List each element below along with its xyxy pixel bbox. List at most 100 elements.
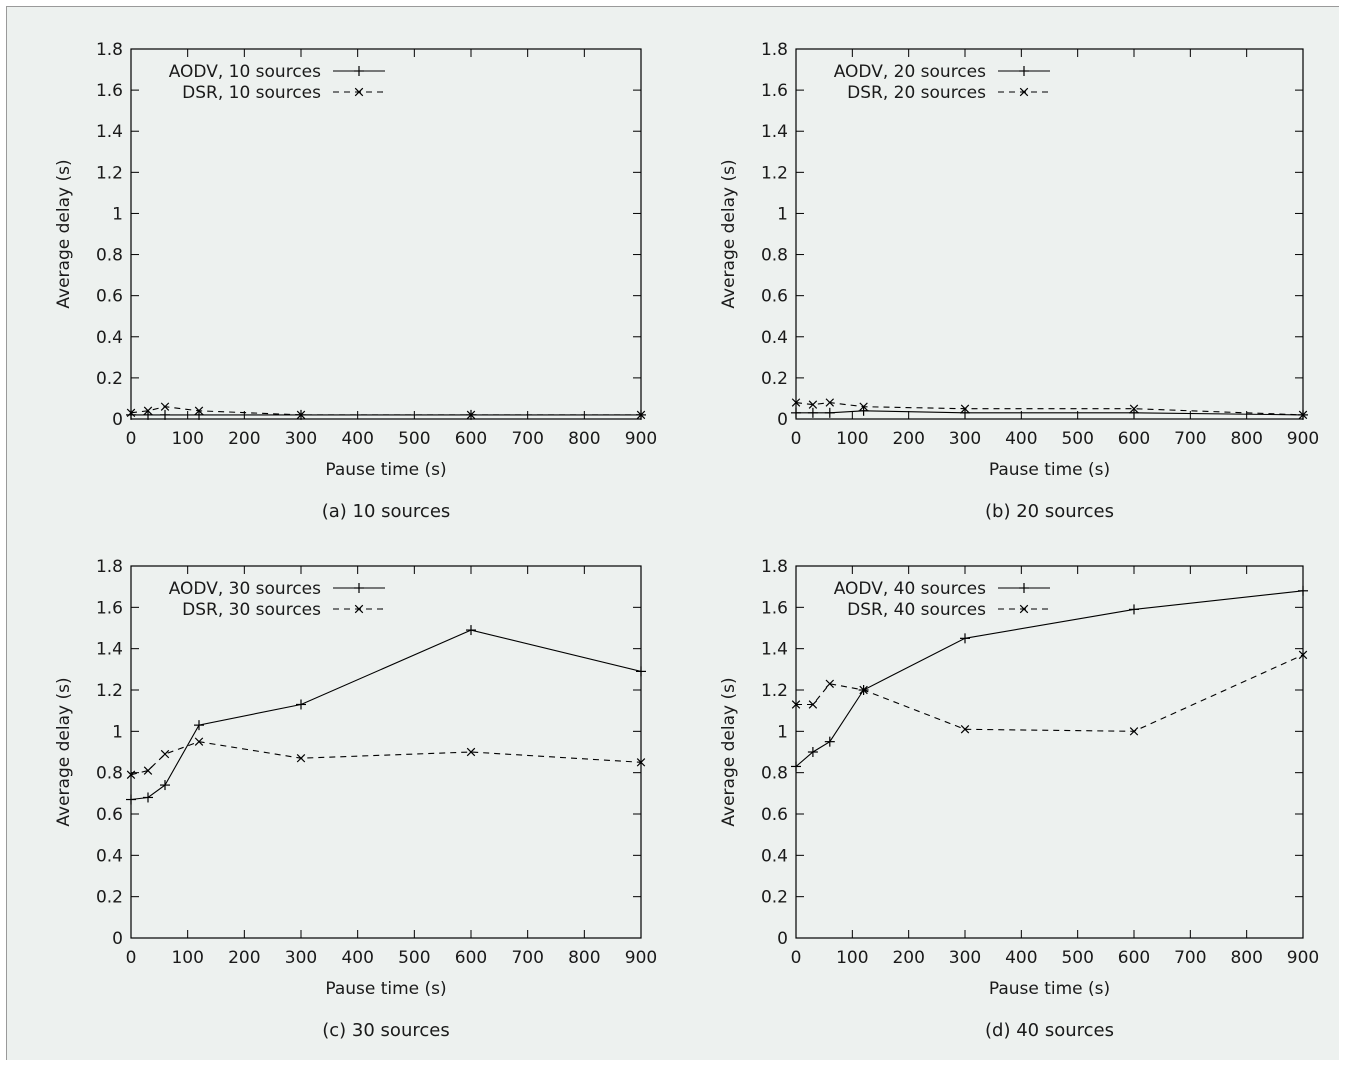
data-point (1129, 404, 1139, 413)
data-point-d2 (859, 685, 868, 695)
legend-entry: DSR, 30 sources (182, 600, 385, 620)
series-line (796, 410, 1304, 416)
chart-b: 0 0.2 0.4 0.6 0.8 1 1.2 1.4 1.6 1.8 0 100 200 300 400 5… (719, 40, 1319, 522)
x-tick-label: 100 (836, 429, 868, 449)
series-line (130, 741, 642, 776)
y-tick-label: 1.8 (96, 557, 123, 577)
y-tick-label: 0.2 (96, 369, 123, 389)
data-point-d2 (825, 398, 835, 407)
data-point-d2 (126, 408, 136, 418)
plot-frame (795, 565, 1304, 939)
data-point (194, 720, 204, 731)
data-point-d2 (160, 402, 170, 411)
legend-marker-d2 (354, 604, 364, 614)
x-tick-label: 900 (1287, 948, 1319, 968)
legend-entry: DSR, 10 sources (182, 83, 385, 103)
y-tick-label: 1.6 (96, 598, 123, 618)
data-point (1298, 410, 1308, 420)
y-tick-label: 0.4 (761, 846, 788, 866)
chart-d: 0 0.2 0.4 0.6 0.8 1 1.2 1.4 1.6 1.8 0 100 200 300 400 5… (719, 557, 1319, 1041)
legend-entry: AODV, 20 sources (834, 62, 1050, 82)
data-point-d2 (160, 749, 170, 759)
chart-caption: (d) 40 sources (985, 1020, 1114, 1041)
data-point-d2 (466, 410, 476, 420)
x-tick-label: 300 (949, 429, 981, 449)
data-point (960, 725, 970, 734)
y-tick-label: 0 (112, 929, 123, 949)
y-tick-label: 0 (777, 410, 788, 430)
data-point (296, 699, 306, 710)
series-dsr (126, 737, 646, 779)
y-tick-label: 0.4 (96, 328, 123, 348)
data-point (825, 398, 835, 407)
legend-marker-d2 (1019, 87, 1029, 97)
data-point-d2 (808, 400, 818, 409)
x-tick-label: 700 (511, 429, 543, 449)
data-point-d2 (636, 410, 646, 420)
data-point (126, 770, 136, 779)
y-tick-label: 0.2 (761, 369, 788, 389)
x-tick-label: 400 (341, 948, 373, 968)
data-point (143, 406, 153, 416)
data-point-d2 (1129, 727, 1139, 736)
data-point-d2 (960, 725, 970, 734)
y-tick-label: 0.4 (96, 846, 123, 866)
legend-entry: AODV, 30 sources (169, 579, 385, 599)
y-axis-label: Average delay (s) (54, 677, 74, 826)
x-tick-label: 100 (836, 948, 868, 968)
data-point (1298, 650, 1308, 660)
data-point (466, 747, 476, 757)
y-tick-label: 1.4 (96, 122, 123, 142)
x-axis-label: Pause time (s) (325, 979, 446, 999)
x-tick-label: 500 (1061, 429, 1093, 449)
y-tick-label: 0.2 (96, 888, 123, 908)
figure-panel: 0 0.2 0.4 0.6 0.8 1 1.2 1.4 1.6 1.8 0 100 200 300 400 5… (6, 6, 1339, 1060)
data-point (126, 408, 136, 418)
x-tick-label: 100 (171, 429, 203, 449)
data-point (791, 407, 801, 418)
x-tick-label: 800 (568, 429, 600, 449)
y-tick-label: 0 (112, 410, 123, 430)
data-point-d2 (194, 737, 204, 746)
series-line (130, 406, 641, 416)
legend-marker (354, 604, 364, 614)
series-dsr (791, 650, 1308, 736)
data-point-d2 (194, 406, 204, 416)
legend-marker (354, 66, 364, 76)
data-point (160, 402, 170, 411)
series-line (130, 629, 642, 801)
x-tick-label: 400 (1005, 948, 1037, 968)
data-point (296, 410, 306, 420)
y-axis-label: Average delay (s) (54, 159, 74, 308)
y-tick-label: 1.2 (96, 681, 123, 701)
y-tick-label: 0 (777, 929, 788, 949)
x-tick-label: 200 (228, 948, 260, 968)
data-point-d2 (859, 402, 868, 411)
y-tick-label: 1.6 (761, 598, 788, 618)
x-tick-label: 700 (1174, 429, 1206, 449)
plot-frame (130, 565, 642, 939)
y-tick-label: 0.4 (761, 328, 788, 348)
data-point (1129, 604, 1139, 615)
data-point-d2 (296, 753, 306, 763)
legend-marker (354, 87, 364, 97)
x-tick-label: 0 (126, 948, 137, 968)
y-axis-label: Average delay (s) (719, 677, 739, 826)
legend-label: DSR, 30 sources (182, 600, 321, 620)
y-tick-label: 1.8 (761, 557, 788, 577)
legend-entry: DSR, 40 sources (847, 600, 1050, 620)
legend-marker (1019, 604, 1029, 614)
data-point-d2 (143, 766, 153, 775)
legend-entry: DSR, 20 sources (847, 83, 1050, 103)
data-point-d2 (1298, 650, 1308, 660)
data-point (1298, 585, 1308, 596)
y-tick-label: 1.6 (761, 81, 788, 101)
plot-frame (795, 48, 1304, 420)
data-point (160, 409, 170, 420)
data-point-d2 (143, 406, 153, 416)
y-tick-label: 0.6 (96, 805, 123, 825)
x-tick-label: 900 (1287, 429, 1319, 449)
x-tick-label: 800 (1230, 429, 1262, 449)
data-point (126, 794, 136, 805)
data-point (825, 679, 835, 689)
